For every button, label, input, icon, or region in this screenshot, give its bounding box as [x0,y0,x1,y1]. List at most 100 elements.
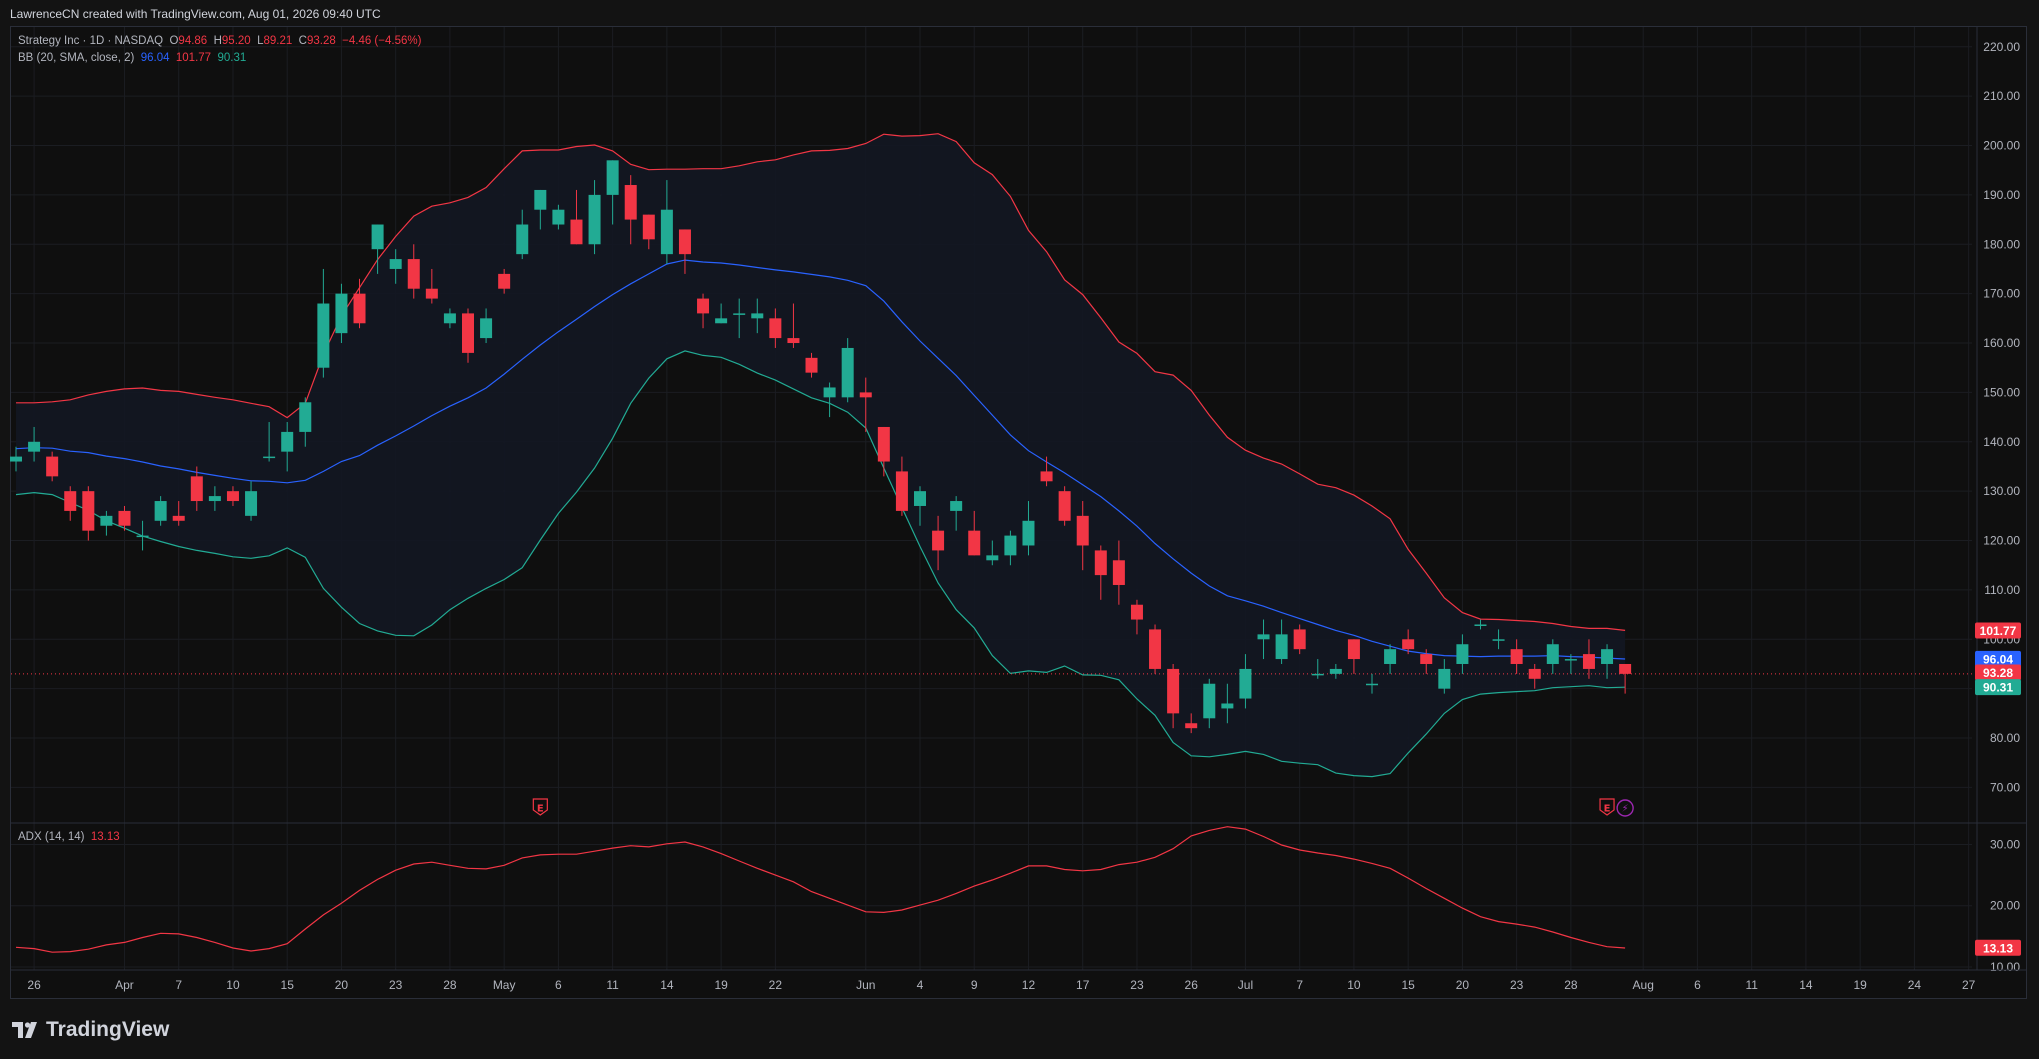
adx-tick-label: 30.00 [1990,837,2020,851]
credit-text: LawrenceCN created with TradingView.com,… [10,7,381,21]
time-tick-label: Jun [856,978,875,992]
price-tick-label: 180.00 [1983,237,2020,251]
price-tick-label: 110.00 [1984,583,2020,597]
close-value: 93.28 [306,35,336,47]
earnings-icon-jul-glyph: E [1604,804,1611,815]
candle-body [462,313,474,353]
symbol-legend: Strategy Inc · 1D · NASDAQ O94.86 H95.20… [18,35,421,47]
time-tick-label: 6 [1694,978,1701,992]
time-tick-label: 14 [1799,978,1813,992]
time-tick-label: Jul [1238,978,1253,992]
price-tick-label: 70.00 [1990,780,2020,794]
time-tick-label: 12 [1022,978,1036,992]
candle-body [1347,639,1360,660]
candle-body [1185,723,1198,729]
candle-body [1456,644,1469,664]
candle-body [841,347,854,398]
adx-tick-label: 10.00 [1990,960,2020,974]
candle-body [1167,668,1180,714]
time-tick-label: 10 [226,978,240,992]
candle-body [1022,520,1035,546]
candle-body [877,426,890,462]
price-axis-label-box [1975,650,2021,667]
candle-body [64,491,77,511]
candle-body [552,209,565,225]
candle-body [172,515,185,521]
candle-body [1582,654,1595,669]
candle-body [1492,639,1505,641]
adx-label: ADX (14, 14) [18,831,85,843]
price-tick-label: 170.00 [1983,287,2020,301]
adx-value: 13.13 [90,831,120,843]
candle-body [1420,654,1433,664]
price-axis-label-box [1975,622,2021,639]
top-bar: LawrenceCN created with TradingView.com,… [0,0,2039,26]
dividend-icon-jul [1616,799,1634,817]
high-value: 95.20 [221,35,251,47]
time-tick-label: 6 [555,978,562,992]
candle-body [769,318,782,339]
bb-lower-value: 90.31 [217,52,247,64]
candle-body [1076,515,1089,546]
candle-body [570,219,583,245]
price-axis-label-text: 93.28 [1983,666,2013,680]
time-tick-label: 28 [443,978,457,992]
time-tick-label: 22 [769,978,783,992]
candle-body [1239,668,1252,699]
price-axis-label-box [1975,664,2021,681]
candle-body [805,357,818,373]
low-value: 89.21 [263,35,293,47]
candle-body [1601,649,1614,664]
candle-body [715,318,728,324]
candle-body [1510,649,1523,664]
candle-body [443,313,456,324]
candle-body [914,491,926,506]
candle-body [389,259,402,269]
candle-body [895,471,908,511]
time-tick-label: 19 [714,978,728,992]
candle-body [498,273,511,289]
time-tick-label: 28 [1564,978,1578,992]
candle-body [968,530,981,556]
tradingview-logo[interactable]: TradingView [12,1018,169,1042]
candle-body [859,392,872,398]
bb-mid-value: 96.04 [140,52,170,64]
chart-svg[interactable]: 220.00 210.00 200.00 190.00 180.00 170.00 160.… [0,0,2039,1000]
time-tick-label: 14 [660,978,674,992]
adx-legend: ADX (14, 14) 13.13 [18,831,120,843]
bb-upper-line [16,133,1626,631]
candle-body [353,293,366,324]
price-tick-label: 210.00 [1983,89,2020,103]
candle-body [1474,624,1487,626]
candle-body [1112,560,1125,585]
candle-body [245,491,258,516]
bb-upper-value: 101.77 [175,52,212,64]
time-tick-label: 7 [175,978,182,992]
candle-body [1221,703,1234,709]
candle-body [371,224,384,250]
time-tick-label: 11 [1745,978,1758,992]
bb-label: BB (20, SMA, close, 2) [18,52,135,64]
candle-body [1366,683,1378,686]
bb-lower-line [15,350,1626,778]
price-tick-label: 120.00 [1983,534,2020,548]
candle-body [28,441,41,452]
price-tick-label: 140.00 [1983,435,2020,449]
earnings-icon-may-glyph: E [537,804,544,815]
price-tick-label: 130.00 [1983,484,2020,498]
time-tick-label: 23 [1130,978,1144,992]
candle-body [10,456,22,462]
candle-body [1040,471,1053,482]
adx-axis-label-box [1975,939,2021,956]
adx-line [15,826,1626,953]
time-tick-label: 9 [971,978,978,992]
price-axis-label-text: 90.31 [1983,681,2013,695]
candle-body [950,501,963,511]
close-label: C [298,35,307,47]
candle-body [1546,644,1559,664]
price-axis-label-box [1975,679,2021,696]
candle-body [751,313,764,319]
candle-body [516,224,529,255]
time-tick-label: 26 [27,978,41,992]
time-tick-label: 27 [1962,978,1976,992]
